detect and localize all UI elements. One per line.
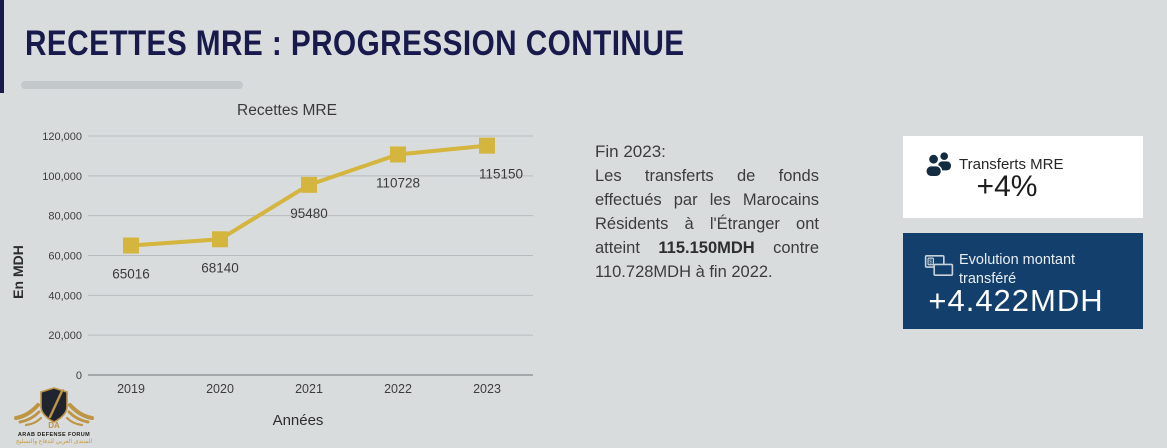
x-axis-title: Années: [273, 412, 324, 429]
line-chart-svg: 0 20,000 40,000 60,000 80,000 100,000 120,000 2…: [10, 102, 533, 429]
summary-block: Fin 2023: Les transferts de fonds effect…: [595, 140, 819, 284]
card-transferts-mre: Transferts MRE +4%: [903, 136, 1143, 218]
logo-name: ARAB DEFENSE FORUM: [17, 432, 91, 438]
svg-text:2023: 2023: [473, 382, 501, 396]
logo-arabic-name: المنتدى العربي للدفاع والتسليح: [15, 439, 93, 445]
summary-body-bold: 115.150MDH: [658, 239, 755, 257]
svg-text:60,000: 60,000: [48, 251, 82, 263]
svg-text:2022: 2022: [384, 382, 412, 396]
card-evolution-value: +4.422MDH: [928, 283, 1104, 318]
svg-text:2020: 2020: [206, 382, 234, 396]
svg-text:40,000: 40,000: [48, 290, 82, 302]
people-icon: [924, 151, 954, 182]
y-axis-title: En MDH: [10, 245, 26, 299]
summary-body: Les transferts de fonds effectués par le…: [595, 164, 819, 284]
svg-text:115150: 115150: [479, 167, 523, 182]
chart-series: 65016 68140 95480 110728 115150: [112, 137, 523, 282]
title-underline: [21, 81, 243, 89]
svg-text:80,000: 80,000: [48, 211, 82, 223]
svg-text:20,000: 20,000: [48, 330, 82, 342]
chart-title: Recettes MRE: [237, 102, 337, 119]
left-edge-accent: [0, 0, 4, 93]
svg-text:68140: 68140: [201, 260, 239, 275]
card-evolution-montant: $ Evolution montant transféré +4.422MDH: [903, 233, 1143, 329]
card-transferts-value: +4%: [976, 170, 1038, 203]
svg-text:2019: 2019: [117, 382, 145, 396]
svg-text:100,000: 100,000: [42, 171, 82, 183]
card-evolution-label: Evolution montant transféré: [959, 252, 1076, 287]
summary-body-end: contre 110.728MDH à fin 2022.: [595, 239, 819, 281]
card-transferts-label: Transferts MRE: [959, 156, 1064, 173]
svg-text:120,000: 120,000: [42, 131, 82, 143]
svg-text:$: $: [929, 259, 933, 265]
chart-gridlines: 0 20,000 40,000 60,000 80,000 100,000 120,000 2…: [42, 131, 533, 396]
svg-text:65016: 65016: [112, 267, 150, 282]
summary-heading: Fin 2023:: [595, 142, 666, 161]
page-title: RECETTES MRE : PROGRESSION CONTINUE: [25, 24, 685, 63]
svg-text:95480: 95480: [290, 206, 328, 221]
svg-text:110728: 110728: [376, 175, 420, 190]
summary-body-start: Les transferts de fonds effectués par le…: [595, 167, 819, 257]
banknotes-icon: $: [924, 253, 954, 283]
watermark-logo: DA ARAB DEFENSE FORUM المنتدى العربي للد…: [6, 385, 102, 445]
svg-text:2021: 2021: [295, 382, 323, 396]
logo-initials: DA: [48, 421, 60, 429]
recettes-mre-chart: 0 20,000 40,000 60,000 80,000 100,000 120,000 2…: [0, 95, 560, 440]
svg-text:0: 0: [76, 370, 82, 382]
logo-emblem: DA: [14, 387, 94, 430]
